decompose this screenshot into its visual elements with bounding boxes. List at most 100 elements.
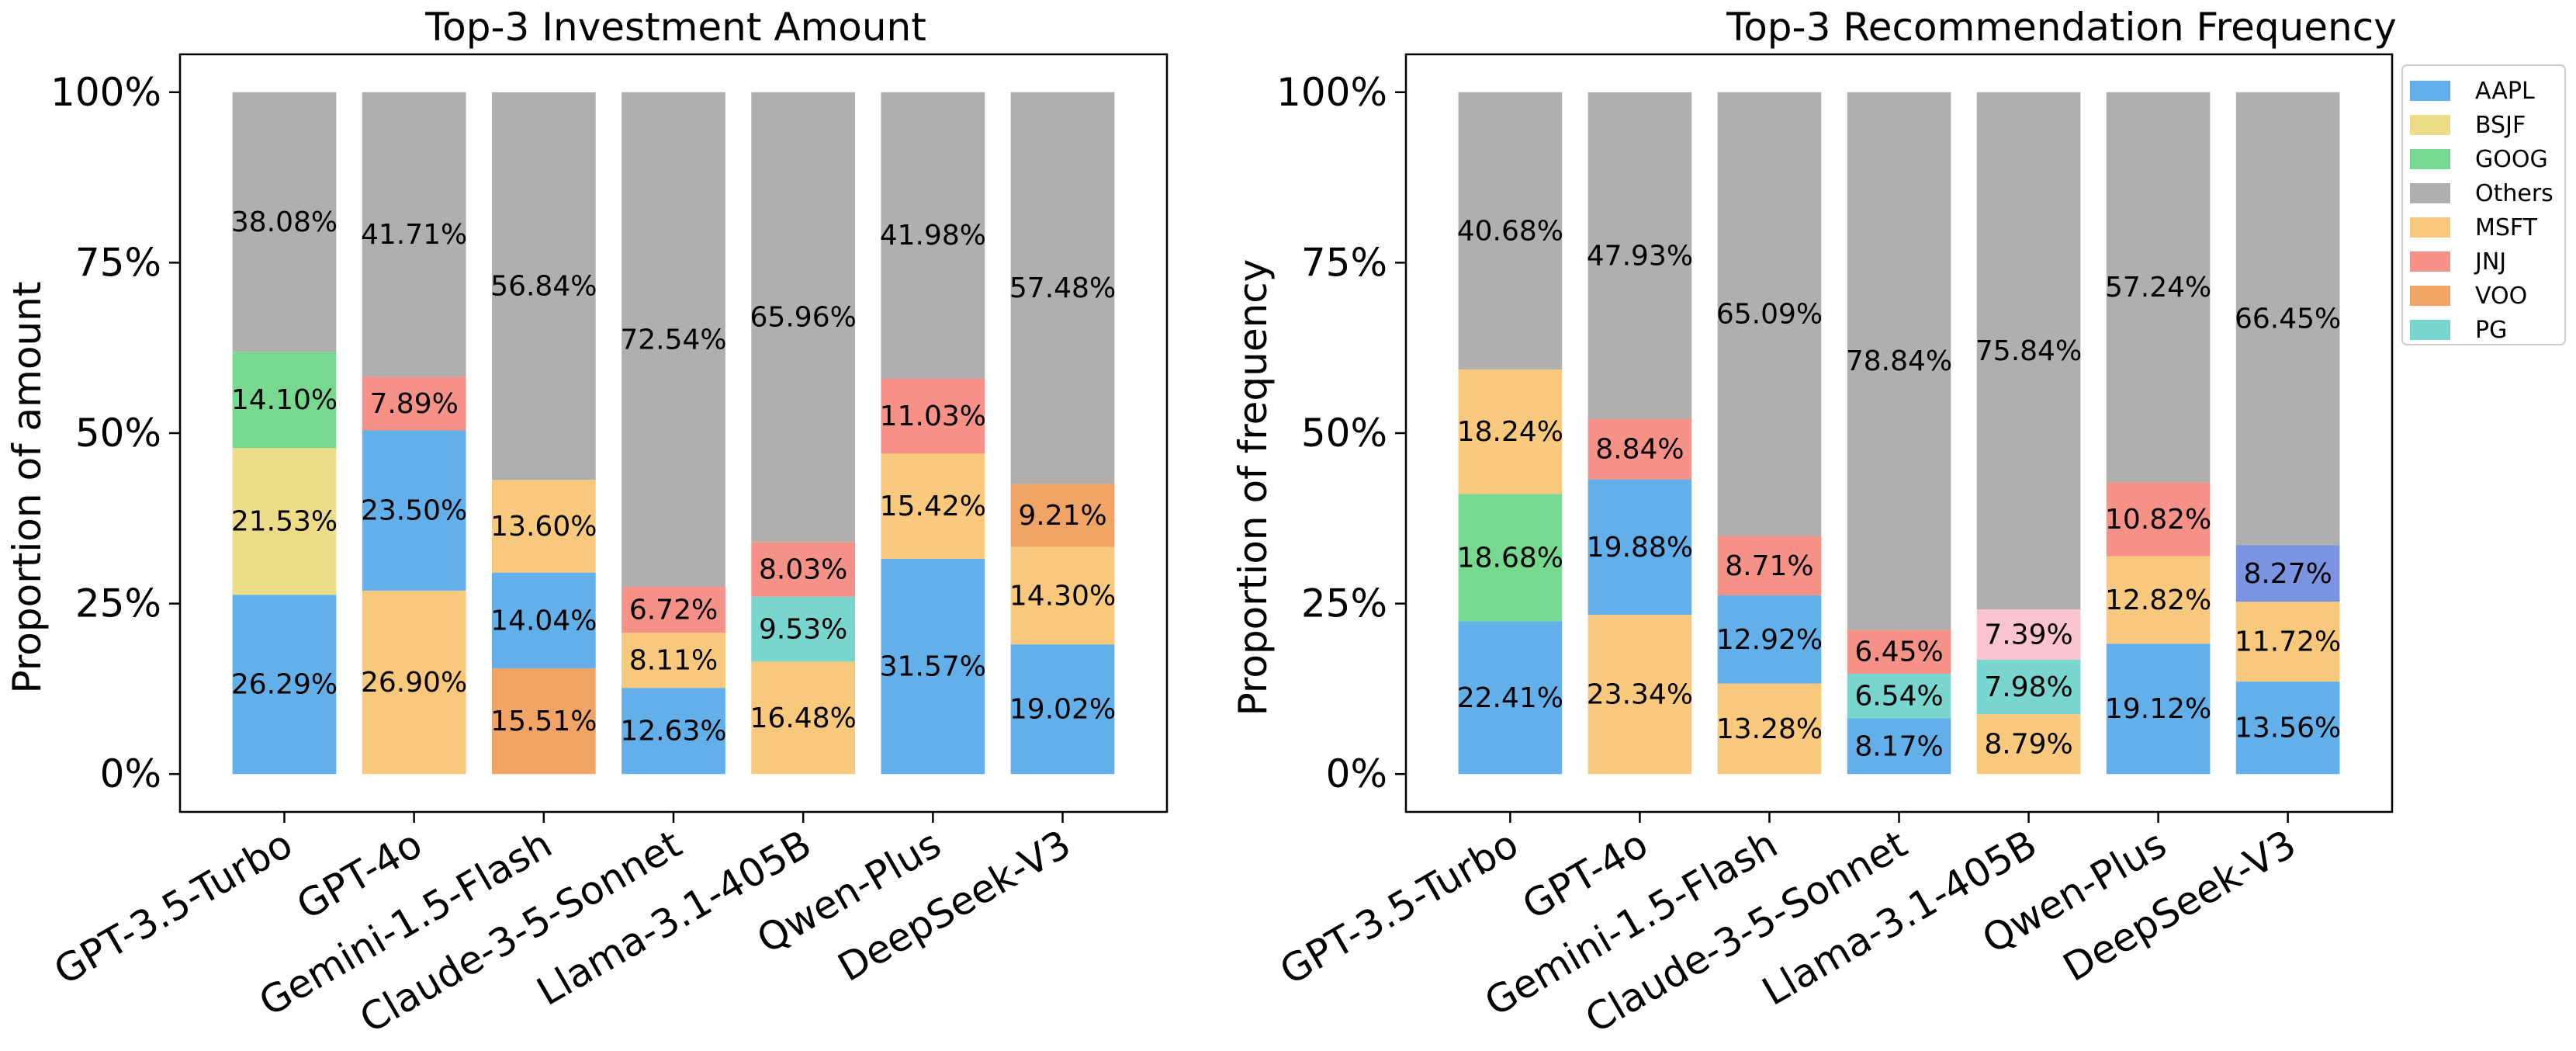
bar-segment-others: [881, 92, 985, 379]
axes-frame: [1404, 53, 2394, 813]
bar-segment-aapl: [2106, 643, 2211, 775]
bar-segment-aapl: [1458, 621, 1563, 775]
data-label: 14.04%: [490, 605, 597, 636]
bar-segment-aapl: [621, 688, 725, 775]
axes-frame: [178, 53, 1169, 813]
data-label: 23.50%: [361, 495, 467, 527]
bar-segment-others: [362, 92, 466, 377]
legend-label: JNJ: [2474, 248, 2506, 276]
bar-segment-voo: [1010, 484, 1115, 547]
data-label: 19.02%: [1009, 694, 1116, 726]
bar-segment-aapl: [1587, 479, 1692, 616]
data-label: 8.11%: [629, 645, 718, 677]
data-label: 65.09%: [1716, 299, 1823, 331]
bar-segment-others: [2235, 92, 2340, 546]
legend-swatch-pg: [2410, 320, 2450, 340]
y-axis-label-investment: Proportion of amount: [5, 282, 50, 694]
bar-segment-voo: [491, 668, 596, 775]
data-label: 16.48%: [750, 702, 857, 734]
data-label: 47.93%: [1587, 240, 1693, 272]
bar-segment-jnj: [881, 378, 985, 454]
bar-segment-jnj: [2106, 482, 2211, 557]
data-label: 14.30%: [1009, 580, 1116, 612]
data-label: 65.96%: [750, 301, 857, 333]
legend-swatch-goog: [2410, 149, 2450, 169]
data-label: 57.48%: [1009, 272, 1116, 304]
bar-segment-aapl: [1010, 644, 1115, 775]
bar-segment-ko: [2235, 545, 2340, 602]
data-label: 12.92%: [1716, 624, 1823, 656]
data-label: 13.28%: [1716, 713, 1823, 745]
bar-segment-msft: [751, 661, 856, 775]
legend-swatch-voo: [2410, 286, 2450, 306]
y-tick-label: 25%: [1301, 581, 1387, 626]
legend-swatch-others: [2410, 183, 2450, 203]
data-label: 11.72%: [2235, 626, 2341, 658]
legend-label: VOO: [2475, 283, 2527, 310]
data-label: 38.08%: [231, 206, 338, 238]
bar-segment-msft: [1976, 713, 2081, 775]
bar-segment-msft: [1458, 369, 1563, 494]
bar-segment-pep: [1976, 609, 2081, 660]
y-tick-label: 50%: [1301, 411, 1387, 456]
bar-segment-aapl: [881, 558, 985, 775]
data-label: 7.89%: [369, 388, 458, 420]
bar-segment-msft: [881, 453, 985, 559]
data-label: 41.98%: [880, 220, 986, 251]
bar-segment-pg: [1847, 673, 1951, 719]
legend-label: BSJF: [2475, 112, 2526, 139]
bar-segment-jnj: [1717, 536, 1822, 596]
bar-segment-msft: [1587, 615, 1692, 775]
plot-area-recommendation: 22.41% 18.68% 18.24% 40.68% GPT-3.5-Turbo 23.…: [1272, 53, 2394, 1042]
bar-segment-bsjf: [232, 448, 337, 595]
legend-swatch-bsjf: [2410, 115, 2450, 135]
legend-swatch-msft: [2410, 217, 2450, 238]
bar-segment-msft: [2106, 556, 2211, 644]
data-label: 6.72%: [629, 595, 718, 626]
bar-segment-aapl: [1717, 595, 1822, 684]
data-label: 14.10%: [231, 384, 338, 416]
bar-segment-aapl: [1847, 718, 1951, 775]
legend-label: MSFT: [2475, 214, 2538, 241]
legend-label: Others: [2475, 180, 2553, 207]
bar-segment-jnj: [751, 542, 856, 597]
data-label: 13.56%: [2235, 713, 2341, 744]
bar-segment-msft: [491, 480, 596, 573]
data-label: 23.34%: [1587, 679, 1693, 711]
y-tick-label: 100%: [50, 70, 161, 115]
data-label: 8.71%: [1725, 550, 1813, 582]
bar-segment-others: [621, 92, 725, 587]
bar-segment-aapl: [2235, 682, 2340, 775]
data-label: 8.17%: [1854, 730, 1943, 762]
data-label: 9.21%: [1018, 500, 1106, 532]
bar-segment-goog: [1458, 494, 1563, 622]
bar-segment-others: [1458, 92, 1563, 370]
data-label: 21.53%: [231, 506, 338, 538]
data-label: 19.12%: [2105, 693, 2211, 725]
data-label: 19.88%: [1587, 532, 1693, 564]
data-label: 56.84%: [490, 271, 597, 303]
data-label: 78.84%: [1846, 345, 1952, 377]
data-label: 8.84%: [1595, 434, 1684, 466]
bar-segment-others: [1976, 92, 2081, 609]
data-label: 31.57%: [880, 651, 986, 683]
bar-segment-others: [1010, 92, 1115, 484]
data-label: 18.68%: [1457, 542, 1563, 574]
legend-label: AAPL: [2475, 78, 2535, 105]
y-tick-label: 50%: [75, 411, 161, 456]
data-label: 15.42%: [880, 491, 986, 522]
bar-segment-aapl: [491, 572, 596, 668]
bar-segment-others: [491, 92, 596, 480]
data-label: 8.79%: [1984, 729, 2072, 761]
bar-segment-others: [751, 92, 856, 543]
bar-segment-goog: [232, 352, 337, 449]
bar-segment-others: [1847, 92, 1951, 630]
data-label: 7.98%: [1984, 671, 2072, 703]
data-label: 6.45%: [1854, 636, 1943, 668]
data-label: 18.24%: [1457, 416, 1563, 448]
data-label: 40.68%: [1457, 215, 1563, 247]
x-tick-label: GPT-3.5-Turbo: [47, 821, 299, 994]
bar-segment-jnj: [362, 376, 466, 431]
chart-title-investment: Top-3 Investment Amount: [424, 5, 926, 50]
